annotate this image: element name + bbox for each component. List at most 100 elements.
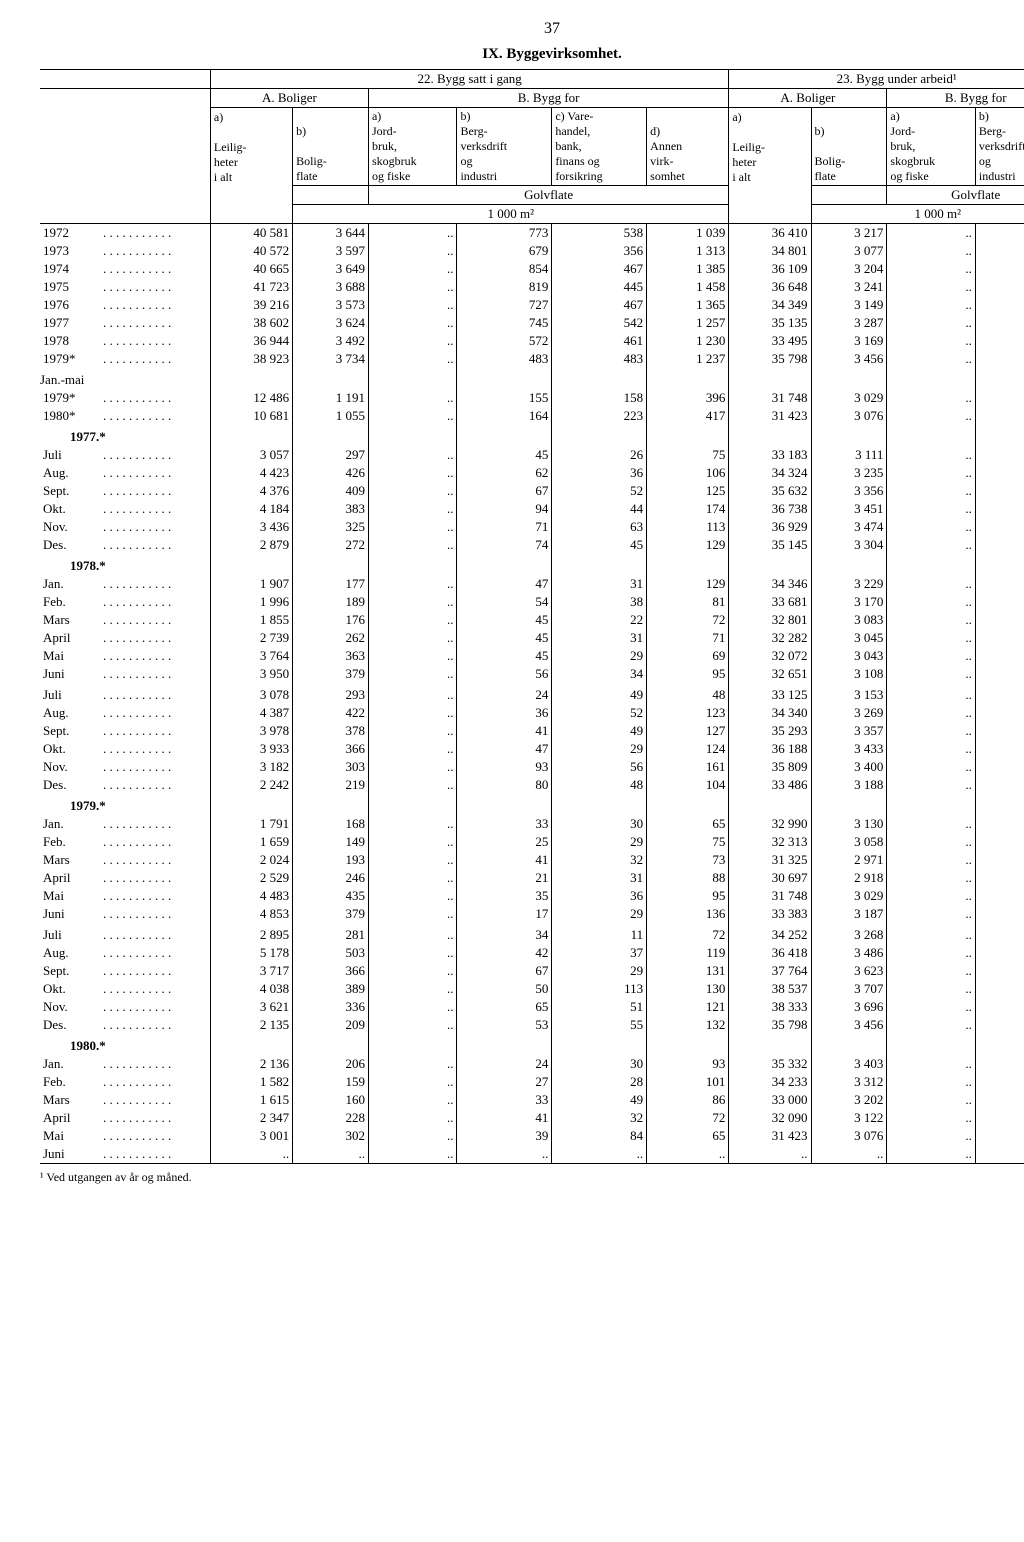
row-label: Aug. <box>40 704 210 722</box>
cell: 129 <box>647 575 729 593</box>
cell: .. <box>368 776 457 794</box>
cell: 336 <box>293 998 369 1016</box>
cell: 3 456 <box>811 350 887 368</box>
row-label: Nov. <box>40 518 210 536</box>
cell: 40 572 <box>210 242 292 260</box>
cell: 2 879 <box>210 536 292 554</box>
cell: 29 <box>552 962 647 980</box>
cell: 32 801 <box>729 611 811 629</box>
cell: 3 058 <box>811 833 887 851</box>
cell: .. <box>887 887 976 905</box>
cell: 95 <box>647 887 729 905</box>
col-b1: b)Bolig-flate <box>293 108 369 186</box>
cell: 3 045 <box>811 629 887 647</box>
cell: 669 <box>975 740 1024 758</box>
cell: 36 929 <box>729 518 811 536</box>
cell: 581 <box>975 944 1024 962</box>
cell: 32 <box>552 1109 647 1127</box>
cell: 56 <box>457 665 552 683</box>
cell: 32 <box>552 851 647 869</box>
cell: 149 <box>293 833 369 851</box>
cell: 3 492 <box>293 332 369 350</box>
cell: 378 <box>293 722 369 740</box>
row-label: Okt. <box>40 740 210 758</box>
cell: 189 <box>293 593 369 611</box>
cell: 11 <box>552 923 647 944</box>
cell: 3 451 <box>811 500 887 518</box>
cell: 588 <box>975 980 1024 998</box>
cell: 33 125 <box>729 683 811 704</box>
cell: 75 <box>647 833 729 851</box>
cell: 29 <box>552 833 647 851</box>
cell: 3 130 <box>811 815 887 833</box>
cell: 39 216 <box>210 296 292 314</box>
cell: .. <box>368 923 457 944</box>
cell: .. <box>368 962 457 980</box>
cell: 168 <box>293 815 369 833</box>
cell: 34 <box>552 665 647 683</box>
cell: 35 809 <box>729 758 811 776</box>
cell: 44 <box>552 500 647 518</box>
row-label: Mars <box>40 1091 210 1109</box>
cell: 3 029 <box>811 389 887 407</box>
cell: 5 178 <box>210 944 292 962</box>
cell: 812 <box>975 224 1024 243</box>
cell: 572 <box>457 332 552 350</box>
cell: 554 <box>975 1016 1024 1034</box>
cell: 1 055 <box>293 407 369 425</box>
sub-b-right: B. Bygg for <box>887 89 1024 108</box>
cell: .. <box>368 536 457 554</box>
cell: .. <box>368 980 457 998</box>
cell: 38 537 <box>729 980 811 998</box>
cell: .. <box>368 869 457 887</box>
cell: 34 349 <box>729 296 811 314</box>
cell: .. <box>887 446 976 464</box>
cell: 3 400 <box>811 758 887 776</box>
row-label: Juli <box>40 683 210 704</box>
cell: 33 000 <box>729 1091 811 1109</box>
cell: 366 <box>293 740 369 758</box>
group-header: Jan.-mai <box>40 368 210 389</box>
cell: 1 039 <box>647 224 729 243</box>
row-label: Okt. <box>40 980 210 998</box>
cell: 41 <box>457 1109 552 1127</box>
cell: 3 621 <box>210 998 292 1016</box>
cell: 34 <box>457 923 552 944</box>
row-label: Des. <box>40 1016 210 1034</box>
cell: .. <box>887 575 976 593</box>
cell: 2 347 <box>210 1109 292 1127</box>
col-a3: a)Leilig-heteri alt <box>729 108 811 186</box>
row-label: Nov. <box>40 758 210 776</box>
cell: .. <box>887 683 976 704</box>
cell: 101 <box>647 1073 729 1091</box>
cell: 272 <box>293 536 369 554</box>
cell: 32 651 <box>729 665 811 683</box>
cell: .. <box>368 500 457 518</box>
cell: 2 242 <box>210 776 292 794</box>
cell: 22 <box>552 611 647 629</box>
cell: 960 <box>975 500 1024 518</box>
cell: 3 287 <box>811 314 887 332</box>
cell: 1 230 <box>647 332 729 350</box>
cell: 3 077 <box>811 242 887 260</box>
cell: 36 648 <box>729 278 811 296</box>
cell: 32 313 <box>729 833 811 851</box>
cell: .. <box>887 389 976 407</box>
cell: 3 043 <box>811 647 887 665</box>
cell: 3 057 <box>210 446 292 464</box>
cell: .. <box>368 887 457 905</box>
cell: 34 324 <box>729 464 811 482</box>
cell: .. <box>887 1091 976 1109</box>
cell: 3 933 <box>210 740 292 758</box>
cell: 3 486 <box>811 944 887 962</box>
cell: 34 346 <box>729 575 811 593</box>
cell: .. <box>887 278 976 296</box>
cell: 3 456 <box>811 1016 887 1034</box>
cell: 65 <box>647 815 729 833</box>
data-table: 22. Bygg satt i gang 23. Bygg under arbe… <box>40 69 1024 1164</box>
row-label: Mars <box>40 851 210 869</box>
cell: 228 <box>293 1109 369 1127</box>
cell: 422 <box>293 704 369 722</box>
cell: 35 332 <box>729 1055 811 1073</box>
cell: 37 <box>552 944 647 962</box>
